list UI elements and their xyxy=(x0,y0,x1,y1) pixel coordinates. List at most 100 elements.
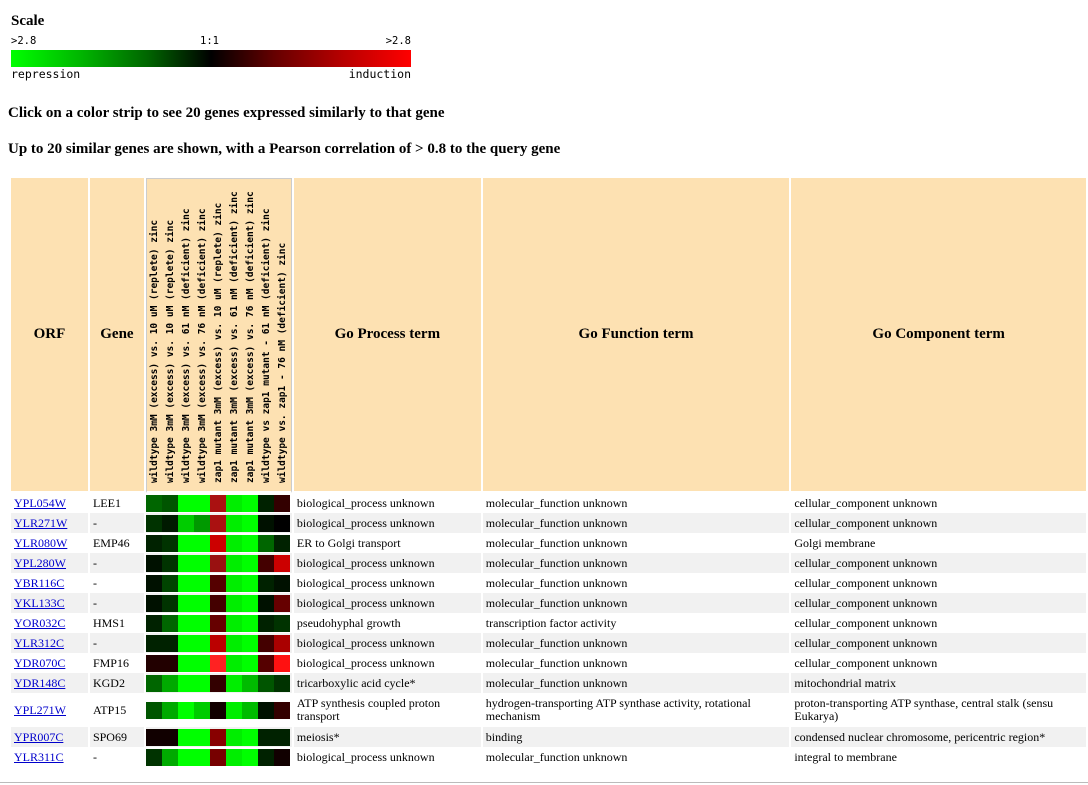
expression-cell xyxy=(177,701,194,719)
expression-cell xyxy=(273,594,290,612)
color-strip-cell xyxy=(145,747,292,767)
orf-link[interactable]: YLR311C xyxy=(14,749,64,764)
expression-cell xyxy=(193,554,210,572)
expression-cell xyxy=(193,534,210,552)
orf-cell: YLR080W xyxy=(11,533,88,553)
go-component-cell: cellular_component unknown xyxy=(791,633,1086,653)
color-strip[interactable] xyxy=(145,574,290,592)
expression-cell xyxy=(193,701,210,719)
expression-cell xyxy=(225,748,242,766)
orf-link[interactable]: YLR080W xyxy=(14,535,68,550)
go-component-header: Go Component term xyxy=(791,178,1086,493)
go-function-cell: molecular_function unknown xyxy=(485,575,628,590)
orf-link[interactable]: YPR007C xyxy=(14,729,64,744)
color-strip[interactable] xyxy=(145,748,290,766)
expression-cell xyxy=(273,654,290,672)
expression-cell xyxy=(161,634,178,652)
expression-cell xyxy=(177,494,194,512)
expression-cell xyxy=(273,748,290,766)
expression-cell xyxy=(225,554,242,572)
orf-link[interactable]: YKL133C xyxy=(14,595,65,610)
color-strip-cell xyxy=(145,653,292,673)
expression-cell xyxy=(273,674,290,692)
color-strip[interactable] xyxy=(145,728,290,746)
gene-cell: ATP15 xyxy=(92,702,127,717)
orf-link[interactable]: YPL271W xyxy=(14,702,66,717)
orf-link[interactable]: YPL054W xyxy=(14,495,66,510)
expression-cell xyxy=(161,514,178,532)
orf-cell: YOR032C xyxy=(11,613,88,633)
go-process-cell: ATP synthesis coupled proton transport xyxy=(296,696,441,723)
go-process-cell: pseudohyphal growth xyxy=(296,615,401,630)
color-strip[interactable] xyxy=(145,654,290,672)
go-process-cell: biological_process unknown xyxy=(293,553,481,573)
orf-link[interactable]: YDR070C xyxy=(14,655,66,670)
expression-cell xyxy=(225,634,242,652)
go-component-cell: integral to membrane xyxy=(794,749,897,764)
color-strip-cell xyxy=(145,673,292,693)
go-function-cell: molecular_function unknown xyxy=(482,553,790,573)
color-strip[interactable] xyxy=(145,634,290,652)
go-process-cell: ER to Golgi transport xyxy=(296,535,401,550)
expression-cell xyxy=(273,728,290,746)
orf-link[interactable]: YBR116C xyxy=(14,575,65,590)
color-strip[interactable] xyxy=(145,534,290,552)
go-process-cell: biological_process unknown xyxy=(296,575,435,590)
expression-cell xyxy=(241,614,258,632)
expression-cell xyxy=(177,614,194,632)
color-strip[interactable] xyxy=(145,554,290,572)
condition-label: wildtype 3mM (excess) vs. 10 uM (replete… xyxy=(148,219,160,483)
color-strip[interactable] xyxy=(145,594,290,612)
color-strip[interactable] xyxy=(145,701,290,719)
gene-cell: - xyxy=(89,513,144,533)
expression-cell xyxy=(225,534,242,552)
go-function-cell: hydrogen-transporting ATP synthase activ… xyxy=(485,696,751,723)
expression-cell xyxy=(161,654,178,672)
expression-cell xyxy=(161,534,178,552)
condition-label: wildtype 3mM (excess) vs. 61 nM (deficie… xyxy=(180,208,192,483)
color-scale-bar xyxy=(11,50,411,67)
color-strip[interactable] xyxy=(145,514,290,532)
expression-cell xyxy=(273,614,290,632)
expression-cell xyxy=(241,514,258,532)
color-strip[interactable] xyxy=(145,494,290,512)
orf-cell: YLR312C xyxy=(11,633,88,653)
orf-link[interactable]: YLR312C xyxy=(14,635,65,650)
expression-cell xyxy=(193,594,210,612)
gene-cell: SPO69 xyxy=(89,727,144,747)
condition-label: zap1 mutant 3mM (excess) vs. 61 nM (defi… xyxy=(228,191,240,483)
orf-cell: YKL133C xyxy=(11,593,88,613)
orf-link[interactable]: YOR032C xyxy=(14,615,66,630)
expression-cell xyxy=(177,554,194,572)
condition-label: wildtype vs. zap1 - 76 nM (deficient) zi… xyxy=(276,242,288,483)
orf-link[interactable]: YPL280W xyxy=(14,555,66,570)
table-row: YDR070C FMP16 biological_process unknown mo… xyxy=(11,653,1086,673)
expression-cell xyxy=(241,701,258,719)
go-component-cell: cellular_component unknown xyxy=(791,593,1086,613)
go-function-cell: molecular_function unknown xyxy=(485,535,628,550)
expression-cell xyxy=(273,534,290,552)
expression-cell xyxy=(177,574,194,592)
expression-cell xyxy=(241,554,258,572)
expression-cell xyxy=(145,534,162,552)
table-row: YBR116C - biological_process unknown molecu… xyxy=(11,573,1086,593)
expression-cell xyxy=(273,574,290,592)
expression-cell xyxy=(241,728,258,746)
color-strip[interactable] xyxy=(145,674,290,692)
orf-link[interactable]: YLR271W xyxy=(14,515,68,530)
expression-cell xyxy=(177,728,194,746)
go-function-cell: molecular_function unknown xyxy=(485,749,628,764)
gene-cell: - xyxy=(92,575,97,590)
condition-label: wildtype 3mM (excess) vs. 10 uM (replete… xyxy=(164,219,176,483)
gene-cell: - xyxy=(89,633,144,653)
expression-cell xyxy=(161,594,178,612)
expression-cell xyxy=(177,634,194,652)
orf-link[interactable]: YDR148C xyxy=(14,675,66,690)
table-row: YPL054W LEE1 biological_process unknown mol… xyxy=(11,493,1086,513)
expression-cell xyxy=(241,574,258,592)
expression-cell xyxy=(209,701,226,719)
color-strip[interactable] xyxy=(145,614,290,632)
expression-cell xyxy=(145,614,162,632)
orf-cell: YLR311C xyxy=(11,747,88,767)
expression-cell xyxy=(177,534,194,552)
